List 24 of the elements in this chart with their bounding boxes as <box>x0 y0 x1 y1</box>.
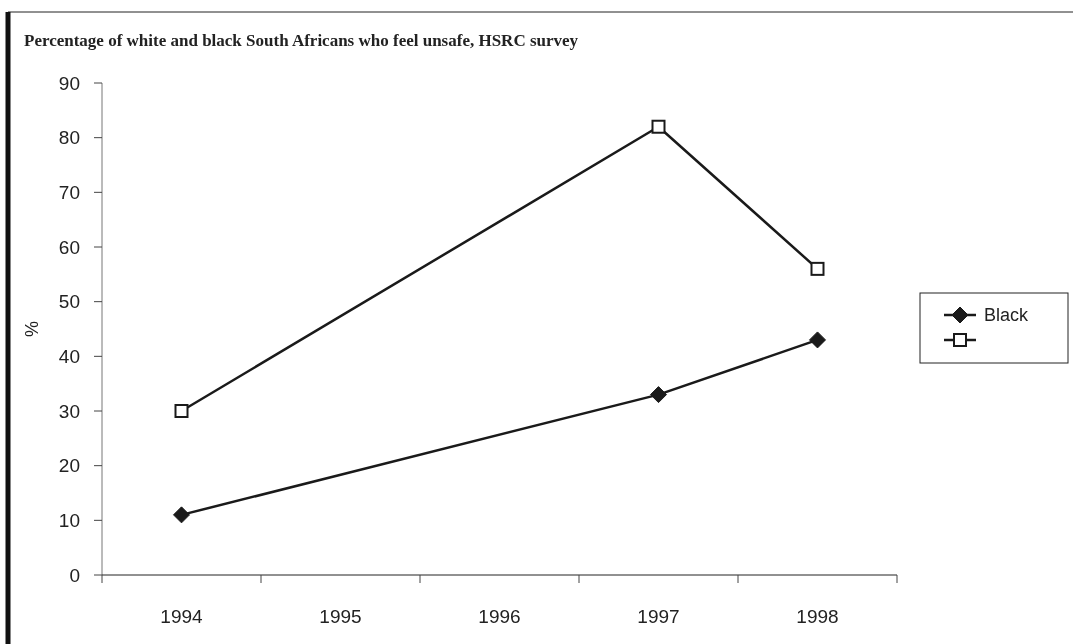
y-tick-label: 70 <box>58 181 80 203</box>
y-tick-label: 0 <box>69 564 80 586</box>
x-tick-label: 1997 <box>637 606 680 627</box>
y-tick-label: 20 <box>58 455 80 477</box>
y-tick-label: 10 <box>58 509 80 531</box>
x-tick-label: 1998 <box>796 606 839 627</box>
y-axis-title: % <box>22 320 42 338</box>
y-tick-label: 40 <box>58 345 80 367</box>
x-tick-label: 1995 <box>319 606 362 627</box>
y-tick-label: 90 <box>58 72 80 94</box>
x-tick-label: 1994 <box>160 606 204 627</box>
point <box>173 506 190 524</box>
y-tick-label: 80 <box>58 127 80 149</box>
x-tick-label: 1996 <box>478 606 521 627</box>
point <box>650 386 667 404</box>
legend-label: Black <box>984 305 1030 326</box>
point <box>810 261 825 276</box>
point <box>651 119 666 134</box>
y-tick-label: 30 <box>58 400 80 422</box>
y-tick-label: 60 <box>58 236 80 258</box>
y-tick-label: 50 <box>58 291 80 313</box>
point <box>174 404 189 418</box>
chart-title: Percentage of white and black South Africans who feel unsafe, HSRC survey <box>24 31 579 50</box>
point <box>809 331 826 349</box>
